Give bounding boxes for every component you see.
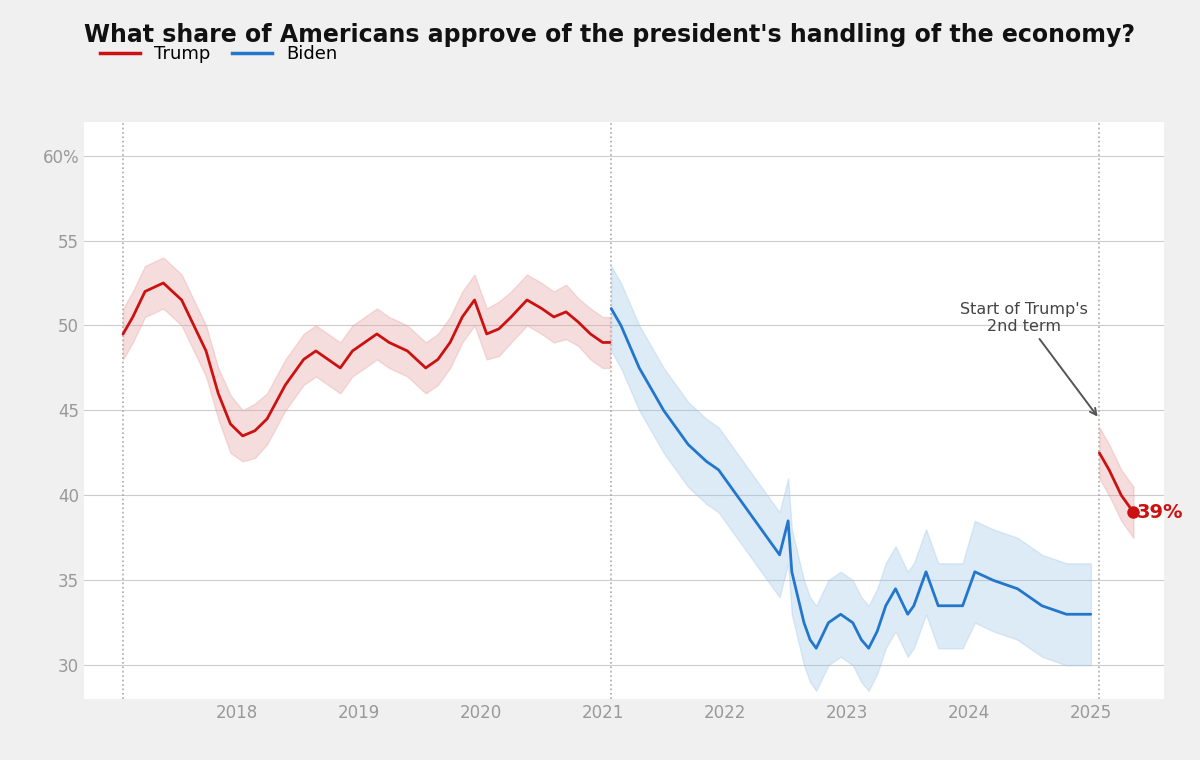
Text: What share of Americans approve of the president's handling of the economy?: What share of Americans approve of the p… <box>84 23 1135 47</box>
Legend: Trump, Biden: Trump, Biden <box>94 38 346 71</box>
Text: Start of Trump's
2nd term: Start of Trump's 2nd term <box>960 302 1097 415</box>
Text: 39%: 39% <box>1136 503 1183 522</box>
